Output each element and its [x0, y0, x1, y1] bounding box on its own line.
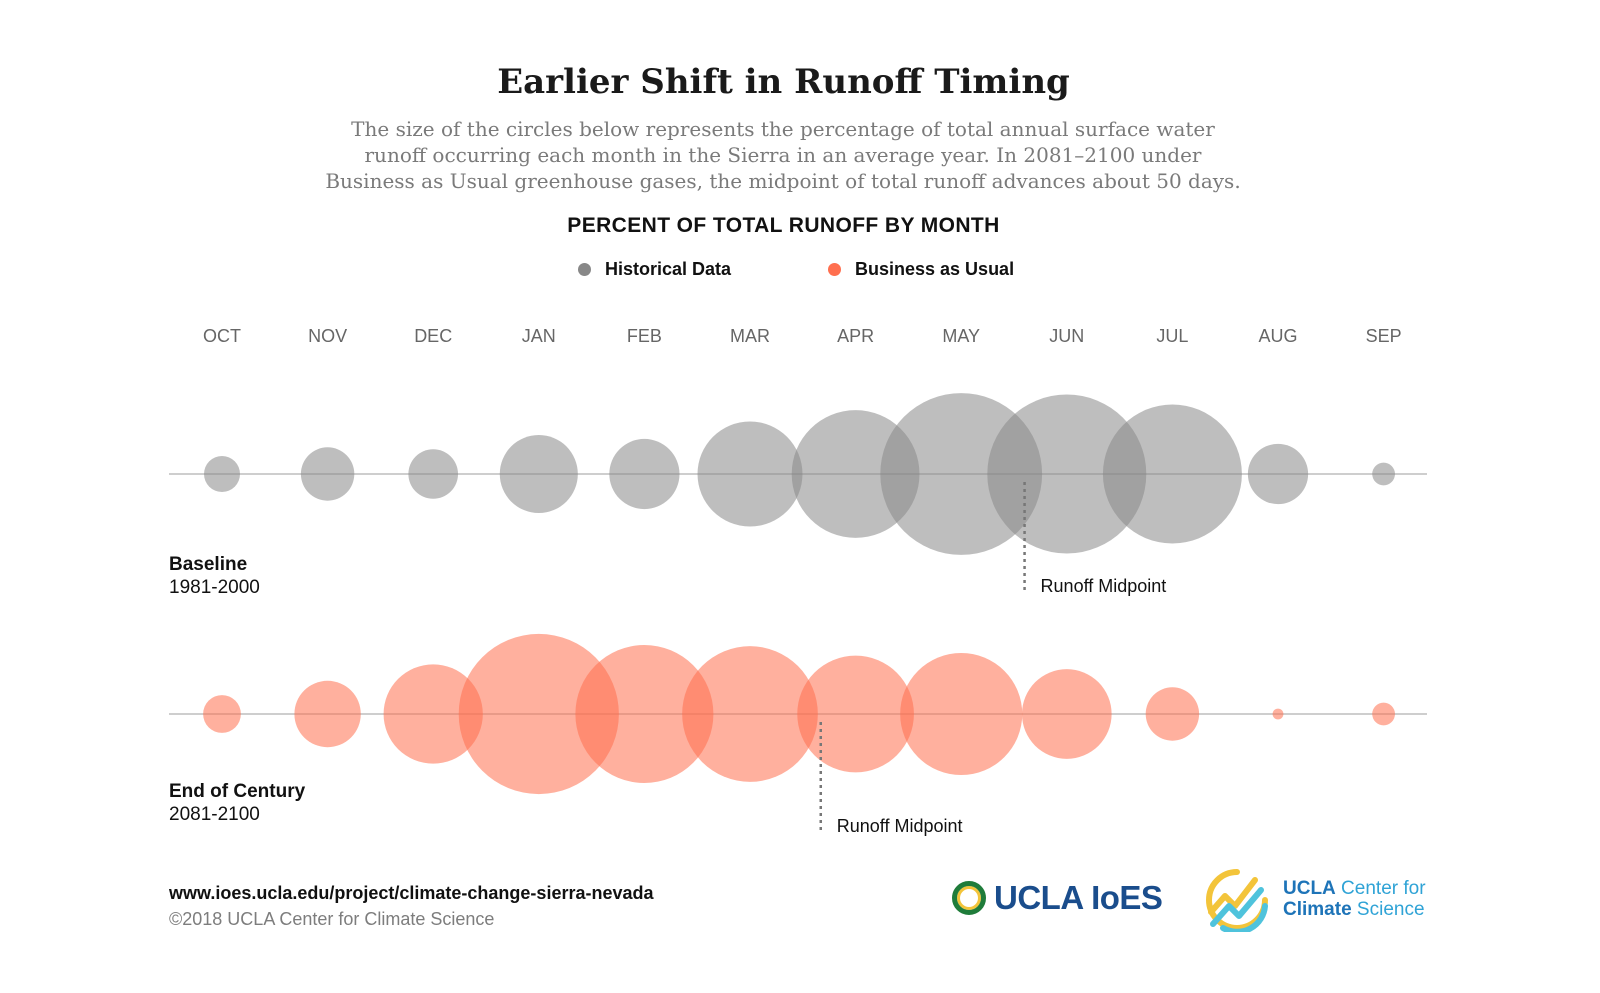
bubble-jan — [499, 434, 578, 514]
bubble-feb — [575, 644, 714, 784]
project-url[interactable]: www.ioes.ucla.edu/project/climate-change… — [169, 883, 654, 903]
month-label: AUG — [1258, 326, 1297, 346]
month-label: JUL — [1156, 326, 1188, 346]
month-label: APR — [837, 326, 874, 346]
bubble-dec — [383, 664, 483, 764]
chart-title: Earlier Shift in Runoff Timing — [497, 62, 1070, 102]
month-label: JUN — [1049, 326, 1084, 346]
bubble-sep — [1372, 462, 1395, 486]
row-years-baseline: 1981-2000 — [169, 577, 260, 598]
month-label: OCT — [203, 326, 241, 346]
row-years-end-of-century: 2081-2100 — [169, 804, 260, 825]
climate-science-icon — [1206, 869, 1268, 932]
bubble-oct — [203, 695, 241, 733]
bubble-nov — [300, 447, 355, 501]
chart-heading: PERCENT OF TOTAL RUNOFF BY MONTH — [567, 214, 1000, 237]
month-label: DEC — [414, 326, 452, 346]
subtitle-line: runoff occurring each month in the Sierr… — [364, 143, 1202, 167]
bubble-mar — [697, 421, 803, 527]
bubble-nov — [294, 680, 361, 748]
row-label-baseline: Baseline 1981-2000 — [169, 553, 260, 599]
month-label: FEB — [627, 326, 662, 346]
row-title-end-of-century: End of Century — [169, 781, 306, 802]
legend-item-business-as-usual: Business as Usual — [828, 259, 1014, 280]
legend-label-business-as-usual: Business as Usual — [855, 259, 1015, 279]
legend-dot-business-as-usual — [828, 263, 841, 276]
copyright: ©2018 UCLA Center for Climate Science — [169, 909, 495, 929]
bubble-oct — [204, 456, 240, 492]
month-label: NOV — [308, 326, 347, 346]
midpoint-label: Runoff Midpoint — [837, 816, 963, 836]
bubble-may — [900, 652, 1023, 776]
month-label: MAR — [730, 326, 770, 346]
midpoint-label: Runoff Midpoint — [1041, 576, 1167, 596]
ioes-logo-text: UCLA IoES — [994, 879, 1163, 916]
ucla-ioes-logo: UCLA IoES — [952, 879, 1163, 917]
bubble-feb — [609, 438, 680, 510]
legend-label-historical: Historical Data — [605, 259, 732, 279]
bubble-aug — [1272, 708, 1284, 720]
legend-dot-historical — [578, 263, 591, 276]
subtitle-line: The size of the circles below represents… — [351, 117, 1215, 141]
bubble-sep — [1372, 702, 1395, 726]
ccs-logo-text: UCLA Center for Climate Science — [1283, 878, 1426, 920]
ccs-text-climate: Climate — [1283, 899, 1352, 920]
legend-item-historical: Historical Data — [578, 259, 731, 280]
bubble-apr — [797, 655, 914, 773]
row-label-end-of-century: End of Century 2081-2100 — [169, 780, 305, 826]
bubble-aug — [1247, 443, 1309, 505]
month-label: MAY — [942, 326, 980, 346]
bubble-jul — [1102, 404, 1242, 544]
subtitle-line: Business as Usual greenhouse gases, the … — [325, 169, 1241, 193]
bubble-jun — [1021, 669, 1112, 759]
ccs-text-ucla: UCLA — [1283, 878, 1336, 899]
bubble-mar — [682, 646, 818, 782]
ccs-text-science: Science — [1351, 899, 1425, 920]
chart-subtitle: The size of the circles below represents… — [283, 116, 1283, 194]
month-label: SEP — [1366, 326, 1402, 346]
bubble-dec — [408, 449, 459, 499]
bubble-jul — [1145, 687, 1200, 741]
bubble-jan — [458, 633, 619, 795]
month-label: JAN — [522, 326, 556, 346]
ccs-text-center-for: Center for — [1335, 878, 1426, 899]
ucla-ccs-logo: UCLA Center for Climate Science — [1203, 866, 1426, 932]
bubble-jun — [987, 394, 1147, 554]
row-title-baseline: Baseline — [169, 554, 248, 575]
ioes-ring-icon — [952, 881, 986, 915]
